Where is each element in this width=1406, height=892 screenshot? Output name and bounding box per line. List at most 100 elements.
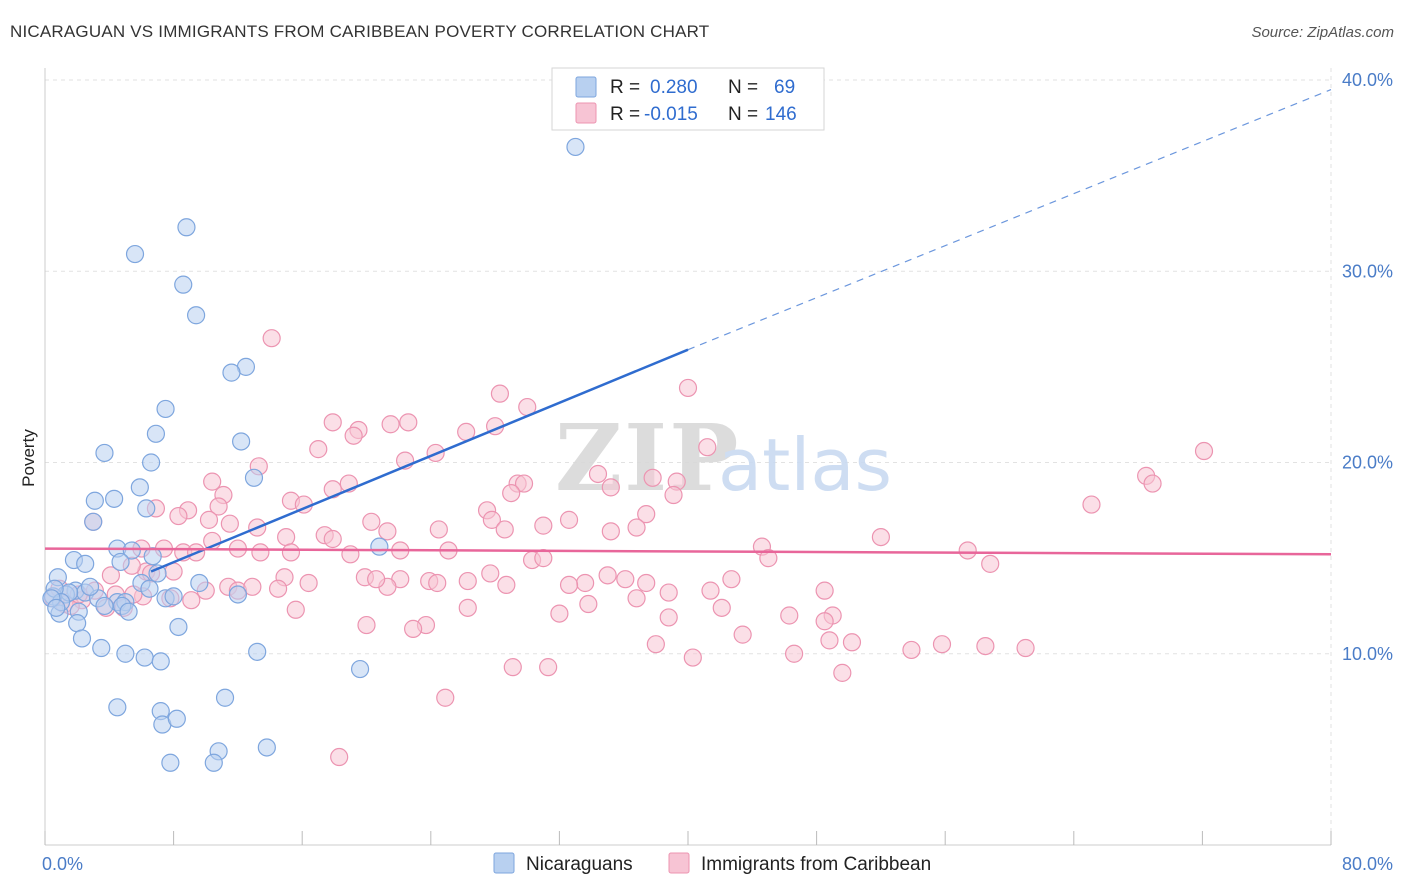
pink-point-119 xyxy=(733,625,752,644)
pink-point-82 xyxy=(598,566,617,585)
blue-point-20 xyxy=(370,537,389,556)
blue-point-8 xyxy=(146,424,166,443)
pink-point-87 xyxy=(659,583,678,602)
pink-point-120 xyxy=(646,635,665,654)
pink-point-43 xyxy=(495,520,514,539)
pink-point-2 xyxy=(490,384,510,403)
pink-point-34 xyxy=(637,505,656,524)
bottom-legend-label-pink: Immigrants from Caribbean xyxy=(701,854,931,875)
pink-point-134 xyxy=(1082,495,1101,514)
bottom-legend-label-blue: Nicaraguans xyxy=(526,854,633,875)
pink-point-8 xyxy=(344,426,363,445)
pink-point-130 xyxy=(539,658,558,677)
pink-point-59 xyxy=(341,545,360,564)
y-tick-label-0: 10.0% xyxy=(1342,644,1393,664)
pink-point-21 xyxy=(514,474,534,493)
blue-point-61 xyxy=(204,753,223,772)
blue-point-11 xyxy=(141,453,161,472)
pink-point-92 xyxy=(299,573,318,593)
legend-swatch-pink xyxy=(575,102,597,124)
blue-point-39 xyxy=(95,596,114,616)
blue-trend-line xyxy=(150,348,689,573)
pink-point-16 xyxy=(588,464,608,484)
pink-point-38 xyxy=(482,510,501,529)
blue-point-37 xyxy=(190,573,209,593)
blue-point-52 xyxy=(350,659,370,679)
y-axis-label: Poverty xyxy=(19,429,38,487)
pink-point-108 xyxy=(458,598,477,617)
pink-point-137 xyxy=(1194,441,1214,461)
pink-point-30 xyxy=(209,497,228,516)
pink-point-117 xyxy=(550,604,569,623)
blue-point-4 xyxy=(187,306,206,325)
pink-point-53 xyxy=(871,527,891,547)
pink-point-107 xyxy=(286,600,305,619)
pink-point-109 xyxy=(579,594,598,614)
pink-point-49 xyxy=(277,527,296,547)
pink-point-128 xyxy=(1016,638,1035,658)
pink-point-123 xyxy=(842,633,862,652)
blue-series-points xyxy=(42,137,585,772)
blue-point-2 xyxy=(125,244,145,264)
blue-point-1 xyxy=(177,218,196,237)
pink-point-42 xyxy=(534,516,553,535)
blue-point-45 xyxy=(169,617,188,637)
pink-point-144 xyxy=(268,579,288,598)
pink-point-132 xyxy=(436,688,455,707)
blue-point-59 xyxy=(257,738,276,757)
pink-point-58 xyxy=(251,543,270,562)
blue-trend-extension xyxy=(687,89,1332,351)
legend-n-label-blue: N = xyxy=(728,77,758,98)
blue-point-3 xyxy=(174,275,193,294)
pink-point-84 xyxy=(637,573,656,593)
blue-point-13 xyxy=(105,489,124,508)
pink-point-142 xyxy=(182,591,201,610)
pink-point-110 xyxy=(712,598,731,617)
blue-point-44 xyxy=(68,614,87,633)
legend-r-label-blue: R = xyxy=(610,77,640,98)
pink-point-126 xyxy=(932,635,952,654)
source-label: Source: ZipAtlas.com xyxy=(1251,24,1394,41)
pink-point-12 xyxy=(309,440,328,459)
pink-point-129 xyxy=(503,658,522,677)
pink-point-121 xyxy=(683,648,702,667)
blue-point-68 xyxy=(47,598,66,617)
pink-point-118 xyxy=(659,608,678,627)
blue-point-34 xyxy=(140,579,159,598)
pink-point-25 xyxy=(502,484,521,503)
bottom-legend-swatch-blue xyxy=(493,852,515,874)
bottom-legend: Nicaraguans Immigrants from Caribbean xyxy=(493,852,931,875)
pink-point-86 xyxy=(701,581,720,600)
blue-point-38 xyxy=(228,585,247,604)
pink-point-6 xyxy=(399,413,418,432)
blue-point-50 xyxy=(151,652,170,671)
blue-point-54 xyxy=(108,698,127,717)
pink-point-124 xyxy=(820,631,839,650)
pink-point-80 xyxy=(458,571,477,591)
blue-point-16 xyxy=(137,499,156,518)
pink-point-26 xyxy=(664,485,683,505)
legend-n-value-blue: 69 xyxy=(774,77,795,98)
pink-point-48 xyxy=(601,522,620,541)
blue-point-57 xyxy=(167,709,186,728)
y-tick-label-1: 20.0% xyxy=(1342,453,1393,473)
pink-point-133 xyxy=(330,747,349,767)
pink-point-122 xyxy=(784,644,804,663)
blue-point-10 xyxy=(95,443,114,463)
pink-point-116 xyxy=(404,619,423,638)
pink-point-83 xyxy=(616,570,635,589)
blue-point-9 xyxy=(232,432,251,451)
y-tick-label-3: 40.0% xyxy=(1342,70,1393,90)
pink-point-85 xyxy=(722,570,741,589)
pink-point-4 xyxy=(323,413,342,432)
pink-point-36 xyxy=(199,510,219,529)
pink-trend-line xyxy=(44,547,1332,556)
blue-point-17 xyxy=(84,512,103,531)
pink-point-1 xyxy=(678,378,698,398)
pink-point-37 xyxy=(559,510,579,529)
blue-point-6 xyxy=(222,363,241,382)
pink-point-136 xyxy=(1143,474,1162,493)
blue-point-7 xyxy=(156,399,175,419)
blue-point-19 xyxy=(122,541,141,560)
chart-title: NICARAGUAN VS IMMIGRANTS FROM CARIBBEAN … xyxy=(10,22,710,41)
